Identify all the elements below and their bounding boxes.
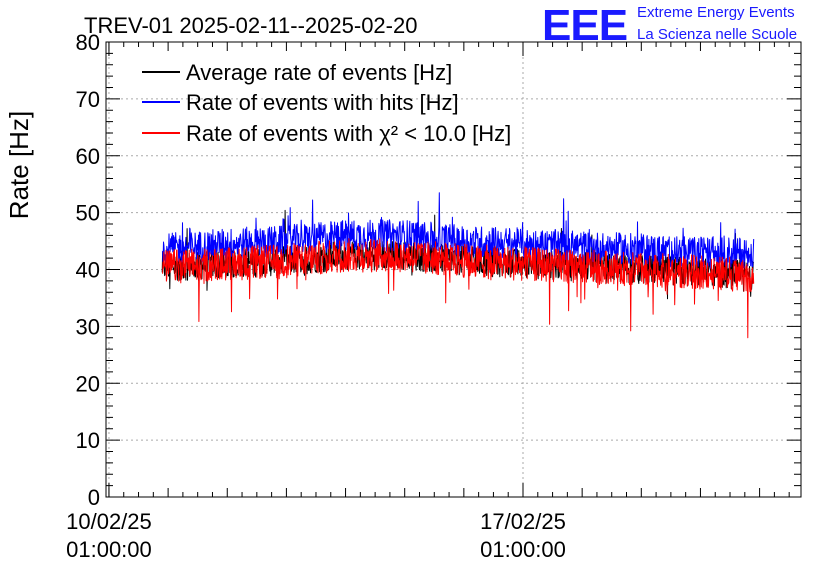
y-tick-label: 30 [76, 314, 100, 339]
y-tick-label: 70 [76, 87, 100, 112]
legend-label-chi2: Rate of events with χ² < 10.0 [Hz] [186, 121, 511, 146]
y-tick-label: 0 [88, 485, 100, 510]
x-axis: 10/02/25 01:00:00 17/02/25 01:00:00 [66, 42, 790, 562]
y-tick-label: 20 [76, 371, 100, 396]
legend: Average rate of events [Hz] Rate of even… [142, 60, 511, 146]
logo-line2: La Scienza nelle Scuole [637, 26, 797, 43]
y-axis-label: Rate [Hz] [4, 111, 34, 219]
eee-logo: EEE Extreme Energy Events La Scienza nel… [542, 1, 797, 50]
y-axis: 0 10 20 30 40 50 60 70 80 [76, 30, 801, 510]
legend-label-hits: Rate of events with hits [Hz] [186, 90, 459, 115]
legend-label-average: Average rate of events [Hz] [186, 60, 452, 85]
logo-mark: EEE [542, 1, 627, 50]
y-tick-label: 60 [76, 144, 100, 169]
y-tick-label: 40 [76, 258, 100, 283]
logo-line1: Extreme Energy Events [637, 4, 795, 21]
chart-title: TREV-01 2025-02-11--2025-02-20 [84, 13, 417, 38]
series-line-2 [161, 238, 755, 339]
series-line-1 [162, 192, 755, 269]
x-tick-label-date: 17/02/25 [480, 509, 566, 534]
x-tick-label-time: 01:00:00 [66, 537, 152, 562]
x-tick-label-date: 10/02/25 [66, 509, 152, 534]
y-tick-label: 50 [76, 201, 100, 226]
series-group [161, 192, 755, 339]
y-tick-label: 80 [76, 30, 100, 55]
x-tick-label-time: 01:00:00 [480, 537, 566, 562]
y-tick-label: 10 [76, 428, 100, 453]
